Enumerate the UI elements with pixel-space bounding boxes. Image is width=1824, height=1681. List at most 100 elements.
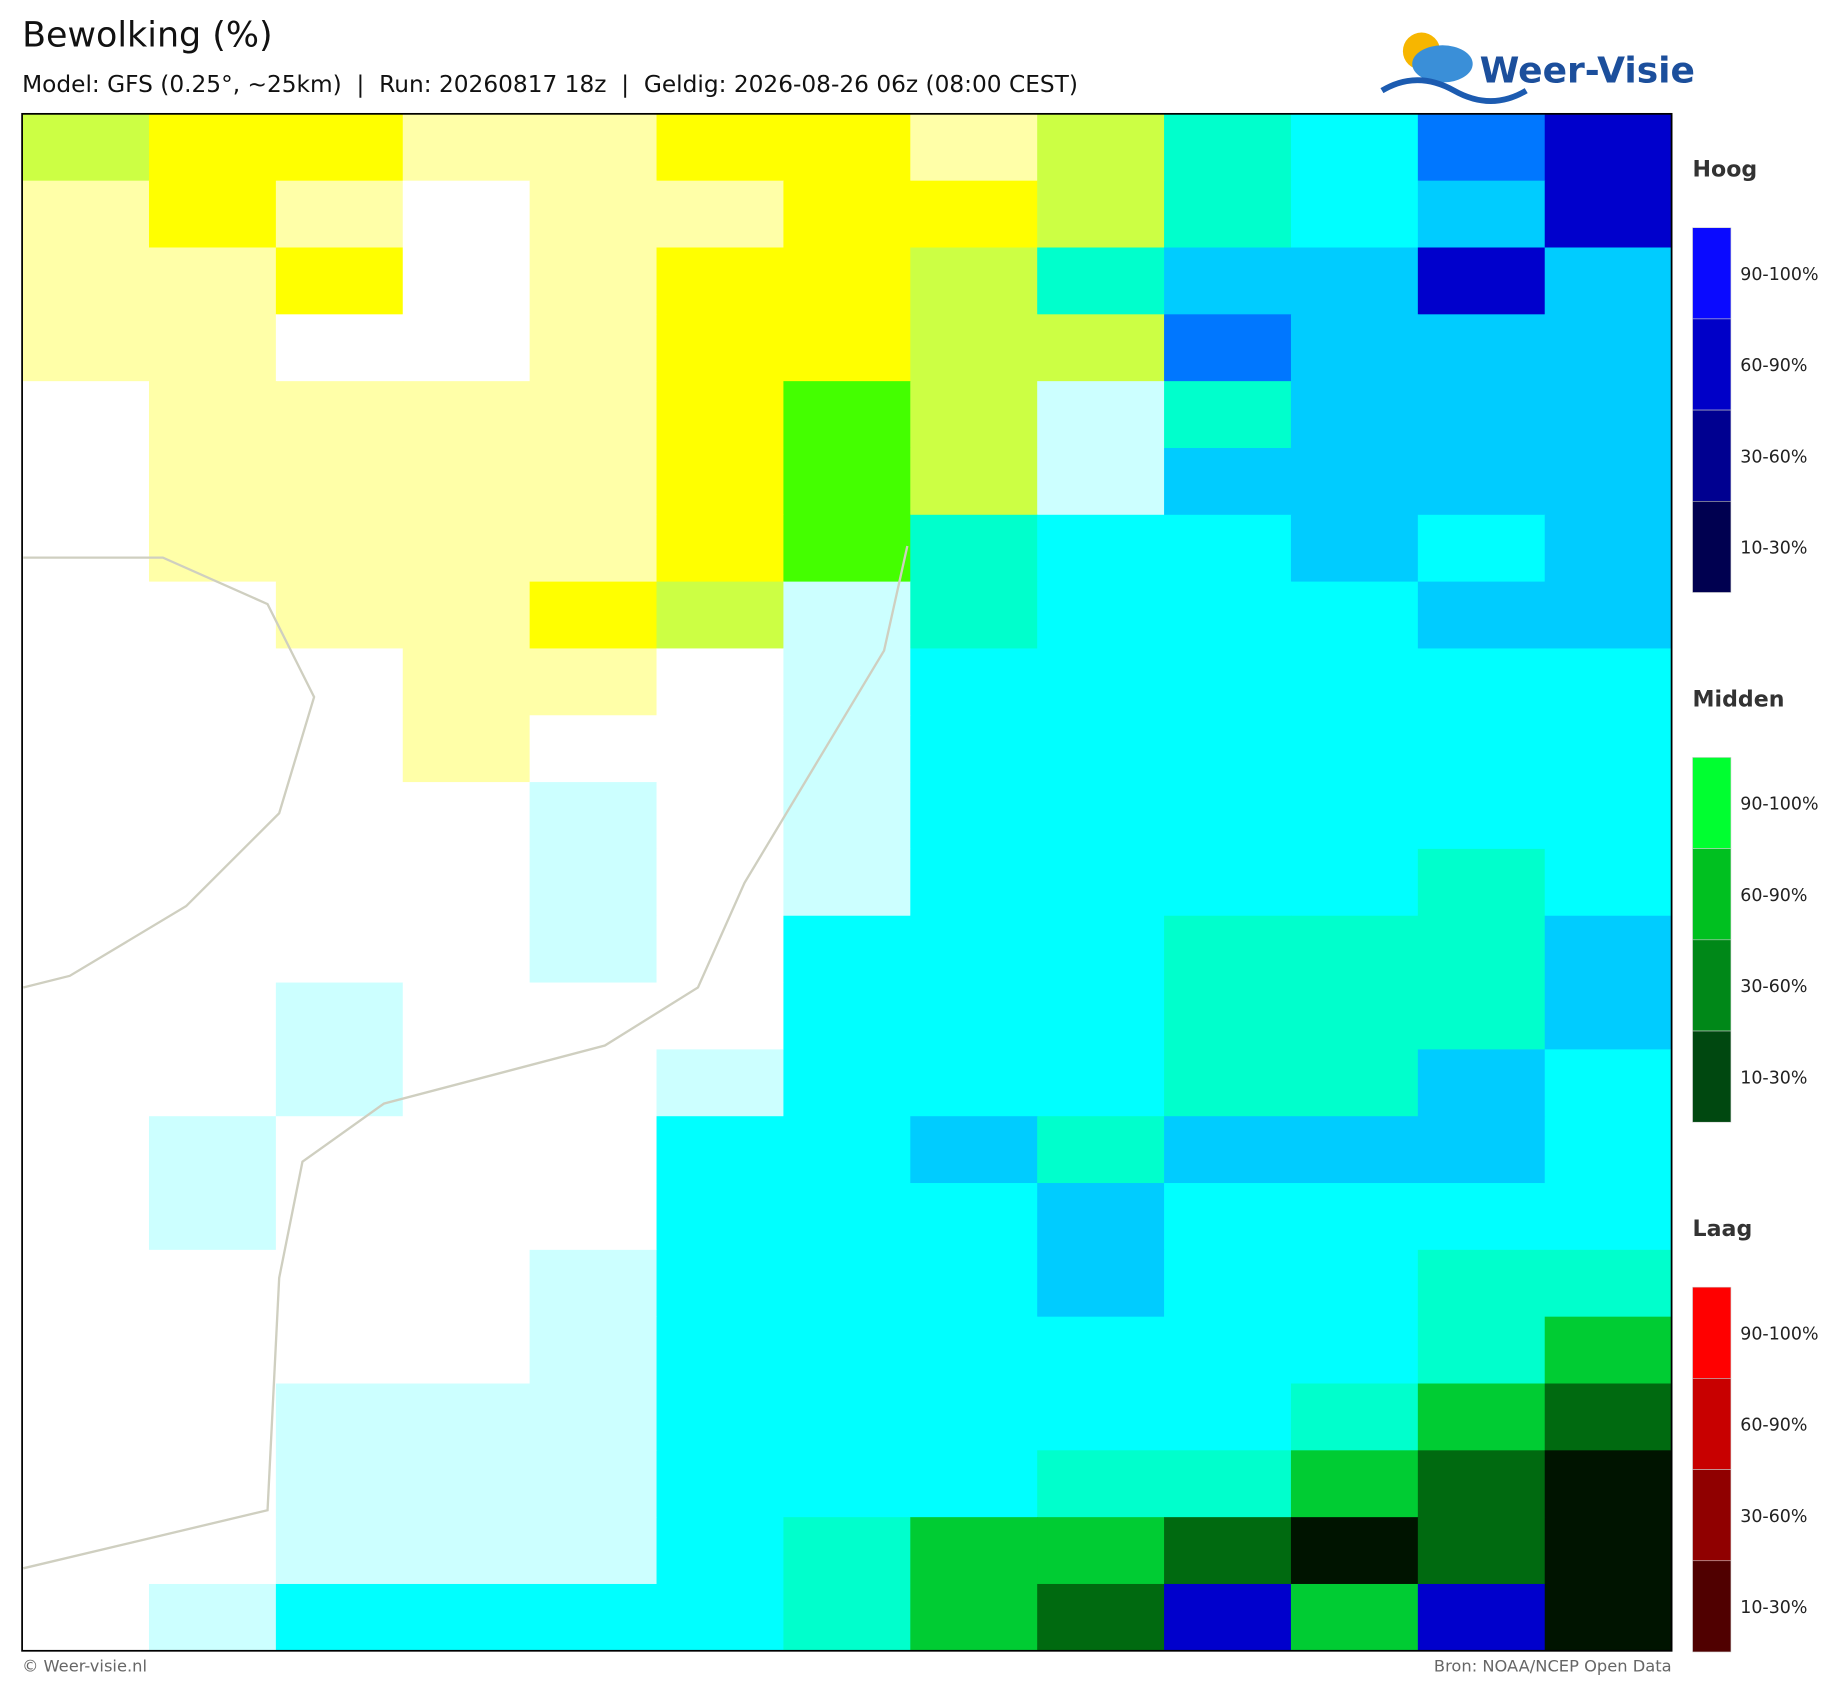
cloud-cell — [1544, 1383, 1673, 1451]
cloud-cell — [1037, 915, 1165, 984]
cloud-cell — [529, 1450, 658, 1518]
cloud-cell — [1164, 1049, 1292, 1117]
cloud-cell — [1290, 247, 1419, 315]
cloud-cell — [1417, 581, 1546, 650]
cloud-cell — [1164, 1183, 1292, 1251]
cloud-cell — [22, 514, 150, 583]
cloud-cell — [1544, 848, 1673, 917]
cloud-cell — [1164, 782, 1292, 850]
cloud-cell — [1037, 782, 1165, 850]
cloud-cell — [656, 1049, 784, 1117]
cloud-cell — [1037, 1049, 1165, 1117]
cloud-cell — [148, 782, 277, 850]
legend-swatch — [1692, 1030, 1732, 1123]
cloud-cell — [148, 1116, 277, 1184]
cloud-cell — [275, 1383, 404, 1451]
cloud-cell — [22, 915, 150, 984]
cloud-cell — [1037, 848, 1165, 917]
cloud-cell — [275, 247, 404, 315]
cloud-cell — [529, 915, 658, 984]
cloud-cell — [275, 1049, 404, 1117]
cloud-cell — [22, 848, 150, 917]
cloud-cell — [910, 113, 1038, 182]
cloud-cell — [910, 1383, 1038, 1451]
legend-swatch — [1692, 1469, 1732, 1562]
cloud-cell — [148, 1450, 277, 1518]
cloud-cell — [22, 1383, 150, 1451]
cloud-cell — [402, 1249, 531, 1318]
cloud-cell — [1544, 113, 1673, 182]
cloud-cell — [1164, 982, 1292, 1050]
cloud-cell — [783, 1517, 911, 1585]
cloud-cell — [656, 648, 784, 716]
cloud-cell — [148, 113, 277, 182]
cloud-cell — [148, 982, 277, 1050]
cloud-cell — [1544, 314, 1673, 382]
legend-swatch — [1692, 939, 1732, 1032]
cloud-cell — [148, 1316, 277, 1385]
cloud-cell — [275, 113, 404, 182]
cloud-cell — [1037, 1450, 1165, 1518]
cloud-cell — [1544, 1450, 1673, 1518]
cloud-cell — [1290, 113, 1419, 182]
legend-label: 30-60% — [1740, 447, 1807, 467]
cloud-cell — [275, 447, 404, 516]
cloud-cell — [275, 180, 404, 249]
cloud-cell — [1544, 247, 1673, 315]
cloud-cell — [1290, 1183, 1419, 1251]
cloud-cell — [1037, 581, 1165, 650]
cloud-cell — [783, 982, 911, 1050]
cloud-cell — [656, 113, 784, 182]
cloud-cell — [783, 648, 911, 716]
cloud-cell — [656, 1116, 784, 1184]
cloud-cell — [148, 715, 277, 783]
cloud-cell — [910, 1183, 1038, 1251]
cloud-cell — [1037, 1183, 1165, 1251]
cloud-cell — [148, 180, 277, 249]
cloud-cell — [1290, 848, 1419, 917]
cloud-cell — [783, 514, 911, 583]
legend-label: 60-90% — [1740, 1416, 1807, 1436]
legend-label: 90-100% — [1740, 1324, 1818, 1344]
cloud-cell — [1544, 1116, 1673, 1184]
cloud-cell — [148, 1183, 277, 1251]
cloud-cell — [148, 648, 277, 716]
cloud-cell — [275, 915, 404, 984]
cloud-cell — [1417, 1450, 1546, 1518]
legend-swatch — [1692, 409, 1732, 502]
cloud-cell — [148, 1383, 277, 1451]
cloud-cell — [22, 1583, 150, 1652]
cloud-cell — [1290, 648, 1419, 716]
legend-swatch — [1692, 227, 1732, 320]
legend-swatch — [1692, 757, 1732, 849]
cloud-cell — [1544, 648, 1673, 716]
cloud-cell — [1417, 113, 1546, 182]
title: Bewolking (%) — [22, 15, 273, 55]
cloud-cell — [529, 648, 658, 716]
logo: Weer-Visie — [1380, 32, 1695, 104]
cloud-cell — [1417, 982, 1546, 1050]
cloud-cell — [402, 581, 531, 650]
cloud-cell — [1037, 247, 1165, 315]
cloud-cell — [656, 514, 784, 583]
cloud-cell — [148, 1049, 277, 1117]
cloud-cell — [656, 1450, 784, 1518]
subtitle: Model: GFS (0.25°, ~25km) | Run: 2026081… — [22, 71, 1078, 98]
cloud-cell — [783, 1183, 911, 1251]
cloud-cell — [656, 1517, 784, 1585]
cloud-cell — [910, 1116, 1038, 1184]
cloud-cell — [402, 715, 531, 783]
legend-label: 90-100% — [1740, 795, 1818, 815]
cloud-cell — [529, 1316, 658, 1385]
cloud-cell — [1544, 581, 1673, 650]
cloud-cell — [1544, 1316, 1673, 1385]
legend-title: Midden — [1693, 687, 1785, 712]
cloud-cell — [22, 1316, 150, 1385]
cloud-cell — [275, 1249, 404, 1318]
coastline — [22, 556, 316, 989]
cloud-cell — [22, 1450, 150, 1518]
cloud-cell — [148, 1583, 277, 1652]
cloud-cell — [910, 180, 1038, 249]
cloud-cell — [22, 1116, 150, 1184]
cloud-cell — [910, 314, 1038, 382]
